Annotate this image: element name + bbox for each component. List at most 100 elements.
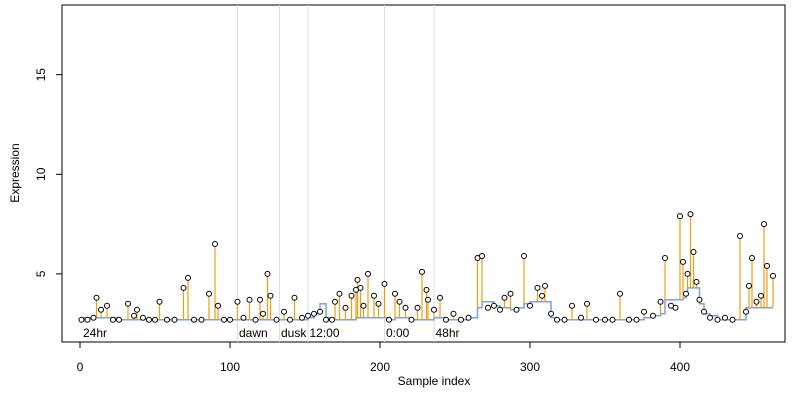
point [348,292,355,299]
point [365,270,371,277]
annotation: 0:00 [386,326,410,340]
point [273,316,280,323]
point [360,302,367,309]
point [680,258,686,265]
point [729,316,736,323]
point [593,316,599,323]
annotation: dusk [281,326,307,340]
point [491,302,497,309]
point [419,268,425,275]
point [753,298,760,305]
y-tick-label: 15 [34,68,48,82]
point [677,213,683,220]
point [758,292,764,299]
point [437,294,443,301]
x-tick-label: 200 [370,360,390,374]
point [414,304,421,311]
point [402,304,409,311]
point [267,292,274,299]
point [212,241,218,248]
point [146,316,152,323]
point [743,308,749,315]
point [215,302,221,309]
point [252,316,259,323]
point [507,290,514,297]
point [78,316,85,323]
point [264,270,271,277]
point [761,221,767,228]
point [84,316,91,323]
point [633,316,640,323]
point [687,211,694,218]
point [206,290,212,297]
point [93,294,100,301]
point [458,316,464,323]
point [548,310,554,317]
point [465,314,472,321]
point [305,312,311,319]
point [662,254,668,261]
point [722,314,728,321]
annotation: 24hr [83,326,107,340]
point [431,306,437,313]
point [443,316,449,323]
point [425,296,431,303]
point [746,282,752,289]
point [227,316,233,323]
point [104,302,110,309]
point [291,294,298,301]
point [561,316,568,323]
point [240,314,247,321]
point [281,308,287,315]
point [386,316,392,323]
point [693,278,700,285]
point [749,254,755,261]
point [317,308,323,315]
point [602,316,608,323]
point [539,292,545,299]
point [657,298,664,305]
point [513,306,520,313]
point [527,302,533,309]
x-tick-label: 100 [220,360,240,374]
point [381,280,388,287]
point [707,314,713,321]
point [641,308,647,315]
point [116,316,122,323]
point [140,314,146,321]
point [534,284,541,291]
point [191,316,197,323]
point [450,310,457,317]
point [672,304,679,311]
point [246,296,253,303]
annotation: 48hr [436,326,460,340]
point [371,292,377,299]
point [357,284,364,291]
point [542,282,548,289]
point [554,316,560,323]
point [171,316,178,323]
point [131,312,137,319]
point [336,290,343,297]
point [521,252,527,259]
y-tick-label: 10 [34,167,48,181]
point [683,290,689,297]
point [375,300,382,307]
x-tick-label: 300 [520,360,540,374]
point [354,276,361,283]
point [180,284,187,291]
point [569,302,575,309]
point [408,316,415,323]
point [501,294,508,301]
y-tick-label: 5 [34,270,48,277]
point [650,312,656,319]
point [332,298,338,305]
x-tick-label: 0 [77,360,84,374]
annotation: dawn [239,326,268,340]
x-axis-label: Sample index [398,374,471,388]
annotation: 12:00 [310,326,340,340]
point [737,233,743,240]
point [221,316,227,323]
point [485,304,491,311]
